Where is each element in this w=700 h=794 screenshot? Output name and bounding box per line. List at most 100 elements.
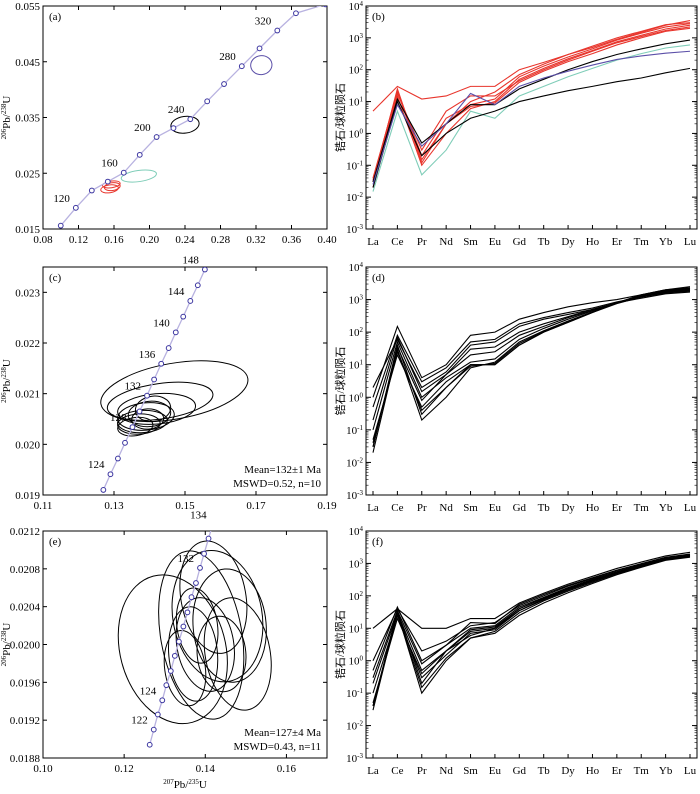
y-tick-exp: 0 (360, 655, 364, 663)
ree-pattern-line (372, 67, 691, 188)
x-tick-label: Tm (634, 502, 650, 514)
error-ellipse (102, 180, 121, 189)
concordia-age-point (150, 726, 157, 733)
x-tick-label: Tm (634, 236, 650, 248)
x-tick-label: Lu (684, 236, 697, 248)
x-tick-label: Pr (417, 765, 427, 777)
x-tick-label: Lu (684, 765, 697, 777)
y-tick-base: 10 (349, 97, 361, 109)
concordia-age-point (107, 471, 114, 478)
plot-area (372, 551, 691, 711)
label-part: U (1, 623, 13, 631)
mean-age-annotation: Mean=127±4 Ma (244, 727, 321, 739)
concordia-age-point (163, 682, 170, 689)
concordia-age-point (151, 376, 158, 383)
concordia-age-label: 200 (134, 122, 151, 134)
label-sup: 206 (0, 655, 8, 666)
x-tick-label: Ce (391, 765, 403, 777)
plot-area (100, 267, 249, 493)
y-tick-exp: -3 (357, 489, 363, 497)
y-tick-base: 10 (346, 457, 358, 469)
ree-pattern-line (372, 286, 691, 448)
x-tick-label: Ho (586, 765, 600, 777)
y-tick-base: 10 (349, 591, 361, 603)
y-tick-base: 10 (349, 33, 361, 45)
ree-pattern-line (372, 287, 691, 453)
panel-a-concordia: 0.08 0.12 0.16 0.20 0.24 0.28 0.32 0.36 0.40 0.01… (0, 1, 337, 246)
y-tick-label: 0.0192 (10, 715, 40, 727)
x-tick-label: Tm (634, 765, 650, 777)
y-tick-label: 0.0188 (10, 753, 41, 765)
error-ellipse (171, 549, 264, 683)
x-tick-label: Dy (561, 502, 575, 514)
ree-pattern-line (372, 44, 691, 192)
ree-pattern-line (372, 287, 691, 443)
label-sup: 238 (0, 367, 8, 378)
y-axis-label-text: 锆石/球粒陨石 (333, 83, 347, 152)
x-tick-label: La (367, 502, 379, 514)
concordia-age-point (172, 329, 179, 336)
error-ellipse (100, 360, 249, 422)
panel-label: (e) (49, 536, 62, 548)
y-tick-label: 0.0204 (10, 602, 41, 614)
y-tick-label: 0.0208 (10, 564, 41, 576)
y-axis-label-text: 206Pb/238U (0, 96, 13, 140)
plot-frame (42, 266, 328, 496)
x-tick-label: Nd (439, 502, 453, 514)
y-tick-exp: -1 (357, 424, 363, 432)
x-tick-label: Yb (659, 765, 673, 777)
x-tick-label: Tb (538, 765, 551, 777)
y-tick-label: 103 (349, 294, 364, 307)
label-part: Pb/ (1, 113, 13, 129)
x-tick-label: 0.16 (277, 763, 297, 775)
concordia-curve (60, 6, 322, 227)
y-axis-label-text: 锆石/球粒陨石 (333, 346, 347, 415)
concordia-age-point (159, 697, 166, 704)
panel-label: (a) (49, 11, 62, 23)
concordia-age-point (167, 668, 174, 674)
ree-pattern-line (372, 289, 691, 431)
x-tick-label: 0.13 (104, 500, 124, 512)
concordia-age-point (210, 522, 215, 527)
y-tick-exp: -2 (357, 191, 363, 199)
concordia-age-point (293, 10, 299, 17)
y-tick-exp: 4 (360, 0, 364, 8)
ree-pattern-line (372, 23, 691, 179)
y-tick-exp: -2 (357, 720, 363, 728)
label-sup: 207 (163, 778, 174, 786)
concordia-age-point (129, 424, 136, 431)
x-tick-label: Dy (561, 765, 575, 777)
y-tick-label: 102 (349, 590, 364, 603)
x-tick-label: 0.14 (196, 763, 216, 775)
ree-pattern-line (372, 554, 691, 671)
x-tick-label: 0.12 (115, 763, 134, 775)
panel-label: (c) (49, 272, 62, 284)
y-axis-label-text: 锆石/球粒陨石 (333, 610, 347, 679)
x-tick-label: La (367, 236, 379, 248)
x-tick-label: Nd (439, 236, 453, 248)
concordia-age-point (122, 439, 128, 446)
y-tick-label: 104 (349, 525, 364, 538)
x-tick-label: Tb (538, 502, 551, 514)
y-tick-base: 10 (346, 688, 358, 700)
y-tick-base: 10 (346, 425, 358, 437)
x-tick-label: Yb (659, 236, 673, 248)
y-tick-label: 0.020 (15, 439, 40, 451)
x-tick-label: Gd (513, 502, 527, 514)
error-ellipse (175, 587, 219, 664)
concordia-age-point (120, 169, 127, 176)
mswd-annotation: MSWD=0.52, n=10 (233, 478, 321, 490)
x-tick-label: Eu (489, 765, 502, 777)
ree-pattern-line (372, 553, 691, 661)
ree-pattern-line (372, 39, 691, 183)
y-tick-label: 10-3 (346, 752, 363, 765)
x-tick-label: Lu (684, 502, 697, 514)
y-tick-exp: 3 (360, 32, 364, 40)
y-tick-exp: -3 (357, 752, 363, 760)
concordia-age-point (205, 535, 212, 542)
x-tick-label: Er (612, 765, 623, 777)
x-tick-label: 0.12 (69, 234, 88, 246)
y-tick-label: 10-2 (346, 720, 363, 733)
